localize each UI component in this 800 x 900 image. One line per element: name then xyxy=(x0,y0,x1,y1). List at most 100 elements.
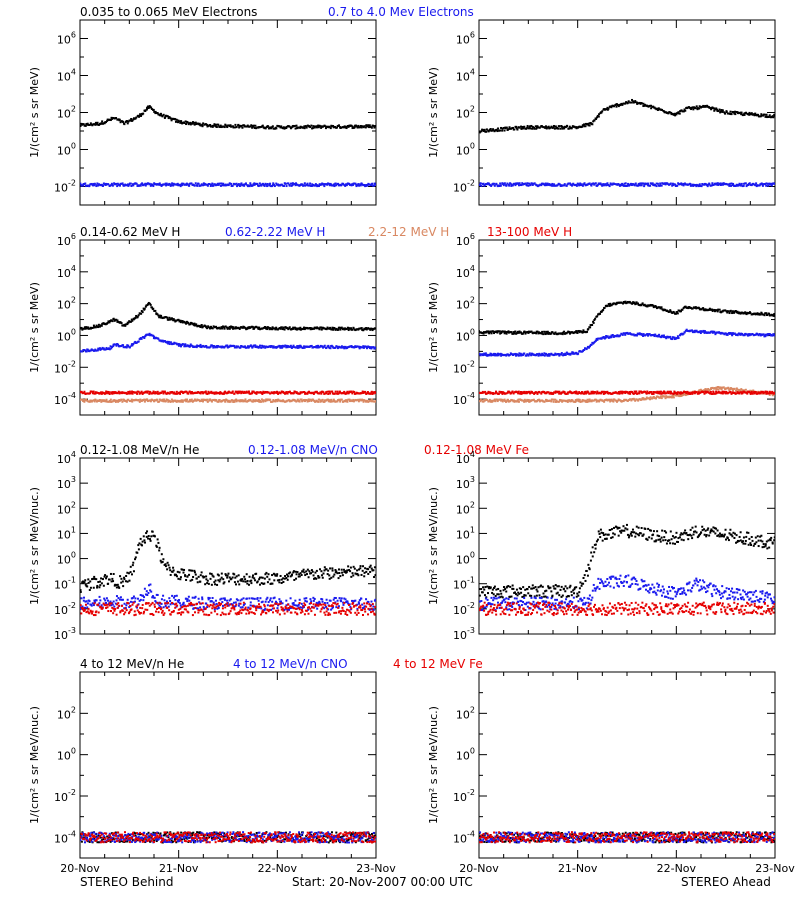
data-point xyxy=(276,390,279,393)
data-point xyxy=(640,184,643,187)
data-point xyxy=(769,392,772,395)
data-point xyxy=(175,392,178,395)
data-point xyxy=(355,328,358,331)
data-point xyxy=(115,586,118,589)
row2-label-4: 13-100 MeV H xyxy=(487,225,572,239)
data-point xyxy=(232,327,235,330)
data-point xyxy=(272,399,275,402)
data-point xyxy=(217,391,220,394)
data-point xyxy=(360,346,363,349)
series-1 xyxy=(479,98,775,134)
data-point xyxy=(695,185,698,188)
data-point xyxy=(523,390,526,393)
data-point xyxy=(669,390,672,393)
data-point xyxy=(193,392,196,395)
data-point xyxy=(635,334,638,337)
data-point xyxy=(621,400,624,403)
data-point xyxy=(190,321,193,324)
data-point xyxy=(166,340,169,343)
data-point xyxy=(313,184,316,187)
data-point xyxy=(739,333,742,336)
data-point xyxy=(286,399,289,402)
data-point xyxy=(247,345,250,348)
data-point xyxy=(135,314,138,317)
data-point xyxy=(281,400,284,403)
data-point xyxy=(709,392,712,395)
data-point xyxy=(129,182,132,185)
data-point xyxy=(340,398,343,401)
data-point xyxy=(120,322,123,325)
data-point xyxy=(190,398,193,401)
data-point xyxy=(271,185,274,188)
data-point xyxy=(100,400,103,403)
data-point xyxy=(350,327,353,330)
data-point xyxy=(248,125,251,128)
data-point xyxy=(610,336,613,339)
data-point xyxy=(348,398,351,401)
data-point xyxy=(122,346,125,349)
data-point xyxy=(499,332,502,335)
data-point xyxy=(624,300,627,303)
data-point xyxy=(325,346,328,349)
data-point xyxy=(517,184,520,187)
data-point xyxy=(533,126,536,129)
data-point xyxy=(332,184,335,187)
data-point xyxy=(268,328,271,331)
data-point xyxy=(594,317,597,320)
data-point xyxy=(130,343,133,346)
data-point xyxy=(241,390,244,393)
data-point xyxy=(219,184,222,187)
data-point xyxy=(479,331,482,334)
data-point xyxy=(612,391,615,394)
data-point xyxy=(214,123,217,126)
data-point xyxy=(759,334,762,337)
y-tick-base: 10 xyxy=(54,604,68,617)
data-point xyxy=(178,184,181,187)
data-point xyxy=(93,400,96,403)
data-point xyxy=(685,392,688,395)
data-point xyxy=(550,125,553,128)
data-point xyxy=(585,399,588,402)
data-point xyxy=(587,124,590,127)
data-point xyxy=(687,307,690,310)
data-point xyxy=(372,400,375,403)
data-point xyxy=(563,125,566,128)
y-tick-label: 104 xyxy=(456,264,475,280)
data-point xyxy=(125,574,128,577)
data-point xyxy=(296,183,299,186)
data-point xyxy=(233,392,236,395)
data-point xyxy=(737,184,740,187)
data-point xyxy=(636,392,639,395)
data-point xyxy=(705,388,708,391)
data-point xyxy=(361,125,364,128)
data-point xyxy=(702,329,705,332)
data-point xyxy=(185,123,188,126)
data-point xyxy=(352,327,355,330)
data-point xyxy=(107,320,110,323)
data-point xyxy=(240,392,243,395)
data-point xyxy=(140,310,143,313)
data-point xyxy=(127,183,130,186)
data-point xyxy=(331,326,334,329)
data-point xyxy=(108,348,111,351)
data-point xyxy=(736,184,739,187)
data-point xyxy=(247,390,250,393)
data-point xyxy=(570,352,573,355)
data-point xyxy=(340,184,343,187)
data-point xyxy=(522,399,525,402)
data-point xyxy=(676,337,679,340)
data-point xyxy=(617,392,620,395)
data-point xyxy=(83,581,86,584)
data-point xyxy=(717,308,720,311)
data-point xyxy=(230,345,233,348)
data-point xyxy=(90,348,93,351)
data-point xyxy=(644,390,647,393)
data-point xyxy=(336,347,339,350)
data-point xyxy=(684,109,687,112)
data-point xyxy=(131,344,134,347)
data-point xyxy=(350,124,353,127)
data-point xyxy=(638,390,641,393)
data-point xyxy=(273,346,276,349)
data-point xyxy=(212,344,215,347)
data-point xyxy=(87,581,90,584)
